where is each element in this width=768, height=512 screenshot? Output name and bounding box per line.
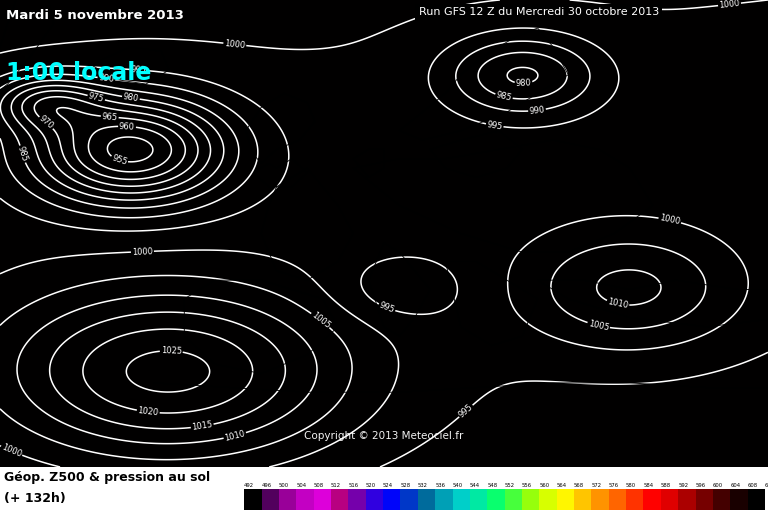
Text: 524: 524 xyxy=(383,483,393,487)
Text: 504: 504 xyxy=(296,483,306,487)
Bar xyxy=(609,489,626,510)
Bar xyxy=(557,489,574,510)
Bar xyxy=(644,489,660,510)
Text: 552: 552 xyxy=(505,483,515,487)
Text: Run GFS 12 Z du Mercredi 30 octobre 2013: Run GFS 12 Z du Mercredi 30 octobre 2013 xyxy=(419,7,659,17)
Text: 1015: 1015 xyxy=(191,420,214,432)
Bar xyxy=(262,489,279,510)
Text: 965: 965 xyxy=(101,112,118,122)
Text: 980: 980 xyxy=(515,79,531,88)
Text: 985: 985 xyxy=(16,145,29,163)
Text: 496: 496 xyxy=(262,483,272,487)
Bar xyxy=(349,489,366,510)
Text: 955: 955 xyxy=(111,154,128,167)
Bar xyxy=(383,489,400,510)
Text: 588: 588 xyxy=(660,483,671,487)
Text: 556: 556 xyxy=(522,483,532,487)
Text: 604: 604 xyxy=(730,483,740,487)
Text: 596: 596 xyxy=(696,483,706,487)
Text: 544: 544 xyxy=(470,483,480,487)
Bar xyxy=(313,489,331,510)
Text: 568: 568 xyxy=(574,483,584,487)
Text: 975: 975 xyxy=(88,91,105,104)
Text: 1005: 1005 xyxy=(588,319,610,332)
Text: 1000: 1000 xyxy=(0,443,23,459)
Bar xyxy=(470,489,487,510)
Bar xyxy=(660,489,678,510)
Bar xyxy=(730,489,747,510)
Bar xyxy=(713,489,730,510)
Text: Copyright © 2013 Meteociel.fr: Copyright © 2013 Meteociel.fr xyxy=(304,431,464,441)
Bar xyxy=(626,489,644,510)
Text: 612: 612 xyxy=(765,483,768,487)
Text: 995: 995 xyxy=(378,301,396,315)
Text: 1025: 1025 xyxy=(161,346,182,356)
Bar xyxy=(747,489,765,510)
Text: 1010: 1010 xyxy=(607,297,629,311)
Text: 584: 584 xyxy=(644,483,654,487)
Text: 540: 540 xyxy=(452,483,462,487)
Bar xyxy=(522,489,539,510)
Text: 1005: 1005 xyxy=(310,310,332,330)
Text: 492: 492 xyxy=(244,483,254,487)
Bar xyxy=(244,489,262,510)
Text: 985: 985 xyxy=(495,91,513,103)
Text: Géop. Z500 & pression au sol: Géop. Z500 & pression au sol xyxy=(4,471,210,483)
Text: 995: 995 xyxy=(131,65,147,75)
Bar xyxy=(678,489,696,510)
Text: 1000: 1000 xyxy=(659,214,681,227)
Bar xyxy=(696,489,713,510)
Text: 536: 536 xyxy=(435,483,445,487)
Text: 572: 572 xyxy=(591,483,601,487)
Text: 580: 580 xyxy=(626,483,636,487)
Text: 520: 520 xyxy=(366,483,376,487)
Text: 528: 528 xyxy=(400,483,411,487)
Bar xyxy=(331,489,349,510)
Text: 1000: 1000 xyxy=(224,39,246,50)
Text: 995: 995 xyxy=(486,120,503,131)
Text: 990: 990 xyxy=(528,105,545,116)
Text: 576: 576 xyxy=(609,483,619,487)
Text: 970: 970 xyxy=(37,114,55,132)
Text: 560: 560 xyxy=(539,483,549,487)
Text: 990: 990 xyxy=(98,73,114,84)
Text: 564: 564 xyxy=(557,483,567,487)
Text: 980: 980 xyxy=(122,92,140,103)
Bar xyxy=(539,489,557,510)
Text: 995: 995 xyxy=(457,402,475,420)
Text: 1020: 1020 xyxy=(137,406,159,418)
Bar xyxy=(296,489,313,510)
Text: 548: 548 xyxy=(487,483,498,487)
Text: 500: 500 xyxy=(279,483,289,487)
Text: 508: 508 xyxy=(313,483,324,487)
Text: 1000: 1000 xyxy=(719,0,740,10)
Bar xyxy=(574,489,591,510)
Bar xyxy=(487,489,505,510)
Text: 600: 600 xyxy=(713,483,723,487)
Text: 1:00 locale: 1:00 locale xyxy=(6,61,151,84)
Text: 1000: 1000 xyxy=(132,247,153,257)
Text: (+ 132h): (+ 132h) xyxy=(4,492,65,505)
Text: 532: 532 xyxy=(418,483,428,487)
Text: 960: 960 xyxy=(119,121,135,132)
Bar xyxy=(418,489,435,510)
Bar xyxy=(505,489,522,510)
Text: 608: 608 xyxy=(747,483,758,487)
Text: 592: 592 xyxy=(678,483,688,487)
Text: 1010: 1010 xyxy=(223,429,246,442)
Bar xyxy=(366,489,383,510)
Text: 512: 512 xyxy=(331,483,341,487)
Bar xyxy=(279,489,296,510)
Text: Mardi 5 novembre 2013: Mardi 5 novembre 2013 xyxy=(6,9,184,23)
Bar xyxy=(452,489,470,510)
Bar xyxy=(400,489,418,510)
Bar xyxy=(591,489,609,510)
Bar xyxy=(435,489,452,510)
Text: 516: 516 xyxy=(349,483,359,487)
